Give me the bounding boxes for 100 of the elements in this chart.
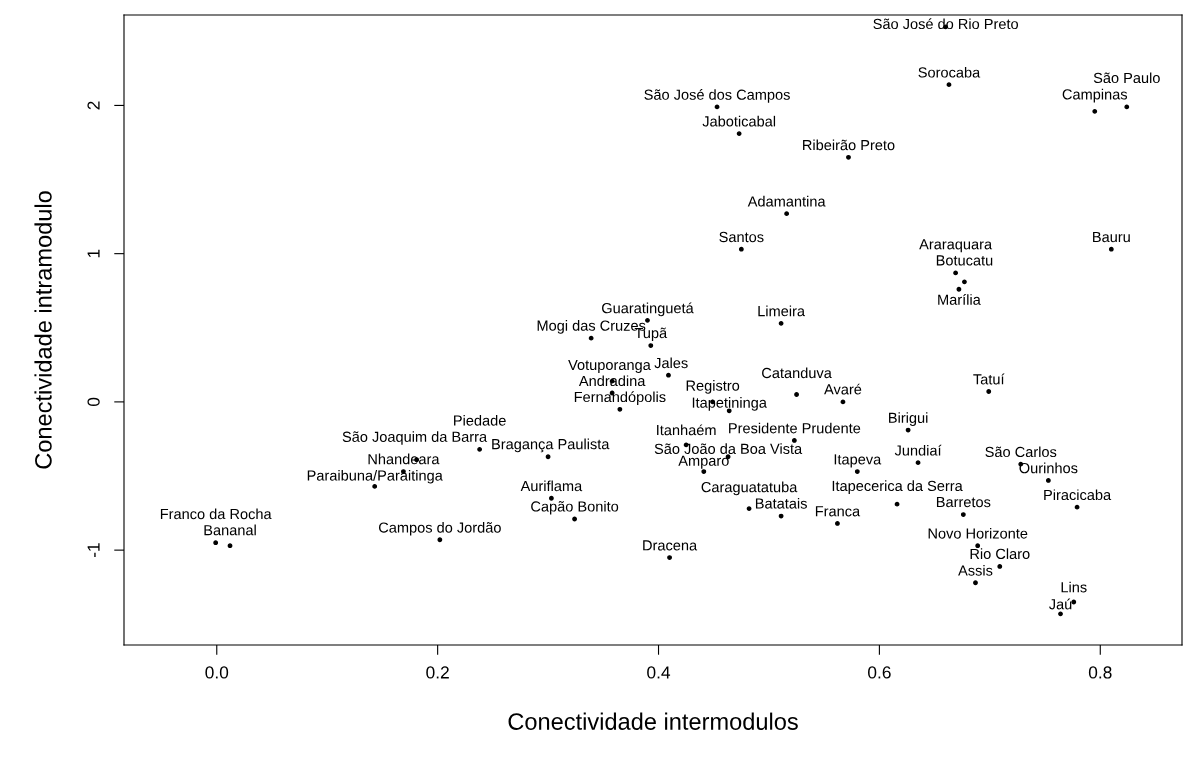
point: [946, 82, 952, 88]
point: [572, 516, 577, 522]
point: [960, 512, 966, 517]
data-label: São Carlos: [985, 446, 1057, 458]
point: [227, 543, 233, 549]
data-label: São João da Boa Vista: [654, 443, 803, 454]
data-label: Campos do Jordão: [378, 521, 501, 536]
data-label: Rio Claro: [970, 548, 1030, 560]
point: [1074, 504, 1080, 510]
data-label: Registro: [686, 380, 740, 394]
point: [648, 343, 654, 348]
data-label: Jundiaí: [894, 444, 942, 456]
point: [1124, 104, 1130, 110]
x-tick-label: 0.4: [647, 666, 671, 679]
point: [701, 469, 707, 474]
data-label: Caraguatatuba: [701, 481, 798, 496]
point: [846, 154, 851, 160]
point: [986, 389, 992, 394]
point: [213, 540, 219, 546]
point: [778, 320, 784, 326]
point: [736, 131, 742, 136]
data-label: Santos: [719, 231, 764, 243]
data-label: Capão Bonito: [531, 500, 619, 515]
point: [835, 521, 840, 526]
point: [477, 446, 483, 452]
data-label: Franca: [815, 506, 861, 517]
point: [778, 513, 784, 519]
data-label: Avaré: [824, 383, 862, 395]
data-label: Barretos: [936, 496, 991, 508]
point: [1092, 108, 1098, 114]
data-label: Botucatu: [936, 255, 993, 266]
point: [997, 564, 1003, 569]
point: [973, 580, 978, 586]
point: [894, 501, 900, 507]
point: [1108, 246, 1114, 252]
data-label: Bauru: [1093, 231, 1130, 243]
data-label: Novo Horizonte: [928, 527, 1028, 539]
data-label: Batatais: [755, 497, 807, 509]
data-label: Campinas: [1062, 88, 1128, 103]
data-label: Auriflama: [520, 480, 583, 492]
point: [794, 392, 799, 397]
data-label: Ribeirão Preto: [803, 139, 895, 151]
data-label: Paraibuna/Paraitinga: [307, 469, 443, 484]
point: [666, 372, 671, 378]
point: [437, 537, 443, 543]
data-label: Nhandeara: [368, 453, 440, 465]
point: [667, 555, 672, 560]
point: [784, 211, 790, 217]
point: [962, 279, 967, 285]
data-label: Jaboticabal: [702, 115, 776, 127]
data-label: Marília: [938, 293, 981, 305]
y-tick-label: 0: [87, 397, 100, 407]
point: [714, 104, 720, 110]
data-label: Lins: [1061, 581, 1087, 593]
data-label: Bananal: [204, 524, 256, 536]
y-tick-label: 2: [87, 101, 100, 110]
point: [588, 335, 594, 341]
data-label: Tatuí: [973, 373, 1005, 385]
data-label: São José dos Campos: [644, 88, 790, 103]
data-label: Itapetininga: [692, 397, 767, 411]
x-tick-label: 0.6: [868, 666, 891, 679]
x-tick-label: 0.8: [1088, 666, 1112, 679]
data-label: Bragança Paulista: [492, 438, 610, 453]
data-label: Presidente Prudente: [729, 422, 861, 434]
y-tick-label: -1: [87, 543, 100, 558]
data-label: Andradina: [578, 375, 646, 387]
data-label: Piracicaba: [1044, 489, 1112, 501]
point: [1045, 478, 1051, 483]
data-label: Ourinhos: [1019, 462, 1078, 474]
data-label: São Joaquim da Barra: [342, 431, 488, 445]
point: [953, 270, 958, 276]
point: [956, 286, 962, 292]
point: [746, 506, 752, 512]
point: [738, 246, 744, 252]
x-tick-label: 0.0: [205, 666, 229, 679]
x-axis-title: Conectividade intermodulos: [508, 712, 798, 730]
data-label: Itapecerica da Serra: [832, 480, 963, 494]
data-label: Dracena: [643, 540, 698, 551]
data-label: Amparo: [678, 455, 729, 469]
data-label: Fernandópolis: [574, 391, 666, 405]
data-label: Itapeva: [834, 454, 882, 468]
point: [549, 495, 554, 501]
data-label: Votuporanga: [568, 359, 651, 373]
y-axis-title: Conectividade intramodulo: [34, 191, 52, 469]
data-label: Araraquara: [919, 239, 993, 253]
data-label: Assis: [958, 564, 993, 576]
x-tick-label: 0.2: [426, 666, 449, 679]
data-label: Catanduva: [762, 367, 832, 379]
data-label: Adamantina: [747, 195, 826, 207]
point: [645, 317, 650, 323]
data-label: Birigui: [889, 412, 928, 426]
data-label: Franco da Rocha: [160, 508, 272, 520]
data-label: São Paulo: [1093, 72, 1160, 84]
point: [617, 406, 623, 412]
point: [545, 454, 551, 460]
point: [854, 469, 860, 474]
data-label: Sorocaba: [918, 66, 981, 78]
point: [840, 399, 846, 405]
data-label: Jaú: [1048, 598, 1072, 610]
point: [1058, 611, 1063, 617]
